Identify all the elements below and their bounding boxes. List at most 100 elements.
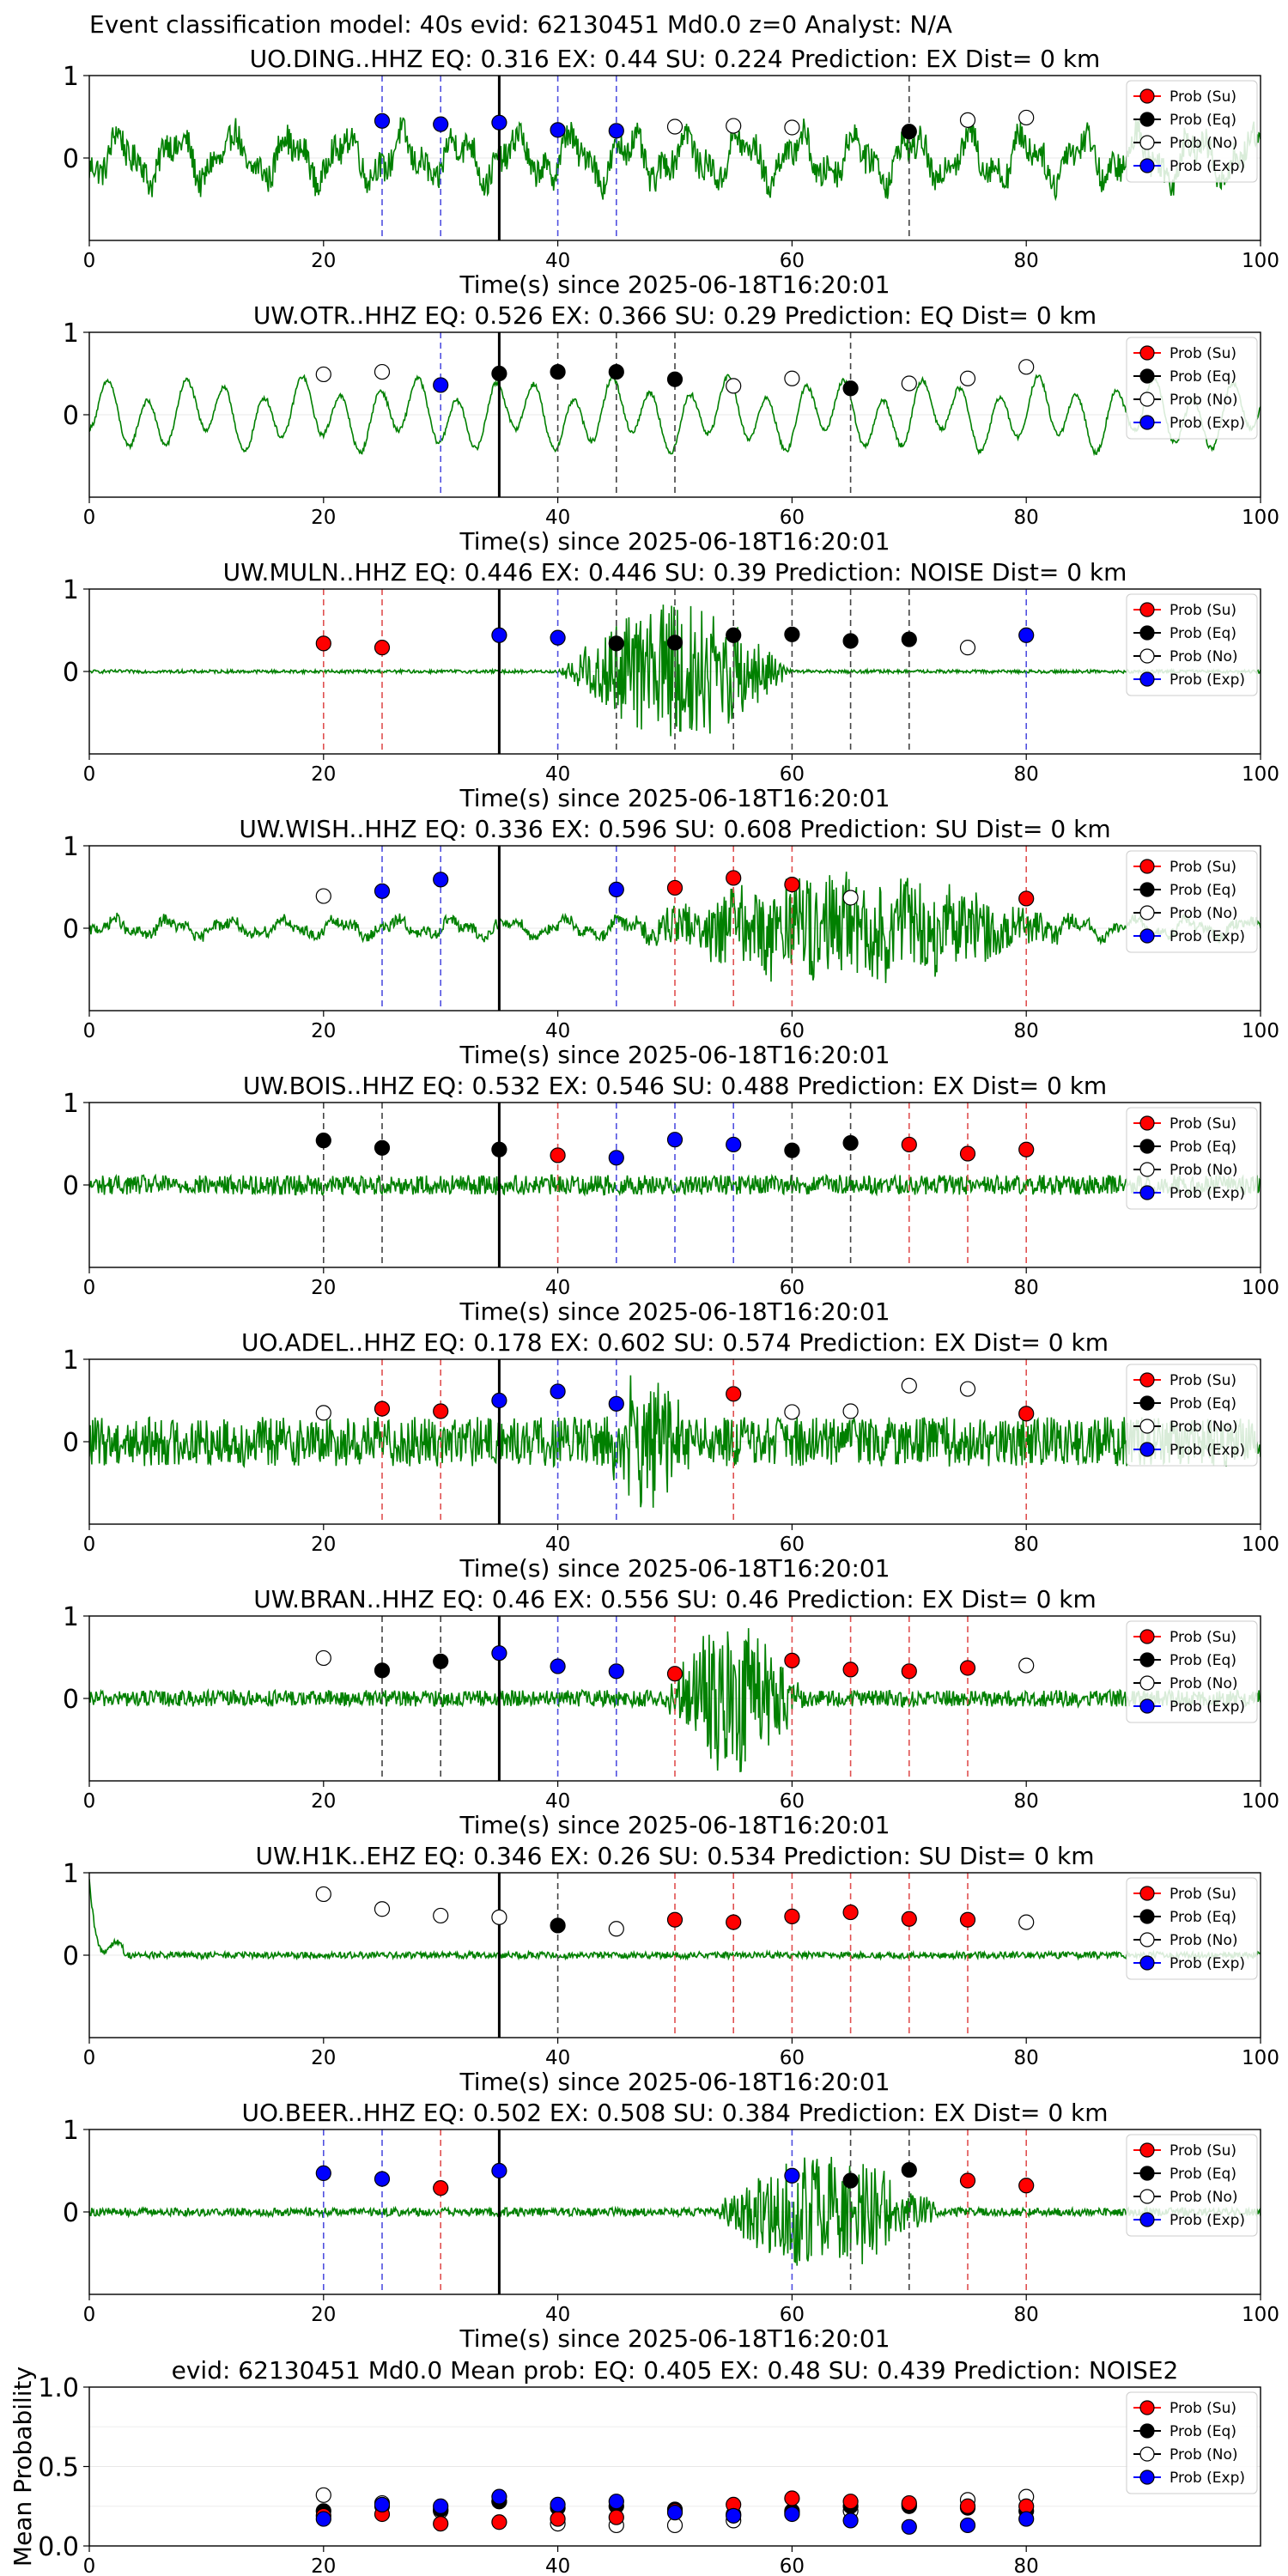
x-tick-label: 40: [545, 250, 570, 272]
point-no: [374, 1901, 391, 1917]
point-su: [842, 1662, 859, 1678]
x-tick-label: 60: [780, 1790, 805, 1813]
y-tick-label: 0: [63, 2198, 79, 2228]
x-tick-label: 100: [1242, 1277, 1279, 1299]
point-no: [959, 1381, 976, 1397]
panel-uw-bois--hhz: UW.BOIS..HHZ EQ: 0.532 EX: 0.546 SU: 0.4…: [63, 1072, 1279, 1326]
point-su: [1018, 1141, 1035, 1157]
legend-box: [1126, 1107, 1258, 1210]
panel-uo-beer--hhz: UO.BEER..HHZ EQ: 0.502 EX: 0.508 SU: 0.3…: [63, 2099, 1279, 2353]
legend: Prob (Su) Prob (Eq) Prob (No) Prob (Exp): [1126, 2134, 1258, 2237]
x-tick-label: 20: [311, 250, 336, 272]
point-eq: [726, 627, 742, 643]
x-tick-label: 100: [1242, 250, 1279, 272]
point-exp: [550, 1658, 566, 1674]
point-no: [315, 366, 331, 383]
legend-box: [1126, 2134, 1258, 2237]
point-exp: [666, 1132, 683, 1148]
y-tick-label: 0.5: [38, 2453, 79, 2483]
point-su: [901, 2494, 917, 2512]
point-no: [784, 1404, 800, 1420]
x-tick-label: 80: [1014, 2047, 1039, 2069]
legend-label-no: Prob (No): [1170, 905, 1238, 922]
point-exp: [608, 1395, 624, 1412]
x-tick-label: 40: [545, 2304, 570, 2326]
x-axis-label: Time(s) since 2025-06-18T16:20:01: [459, 1811, 890, 1839]
point-su: [726, 1914, 742, 1930]
x-tick-label: 20: [311, 2047, 336, 2069]
point-no: [315, 1886, 331, 1903]
point-exp: [842, 2512, 859, 2529]
panel-title: evid: 62130451 Md0.0 Mean prob: EQ: 0.40…: [172, 2356, 1179, 2385]
point-eq: [842, 1134, 859, 1151]
x-axis-label: Time(s) since 2025-06-18T16:20:01: [459, 2068, 890, 2096]
point-su: [433, 2180, 449, 2196]
y-tick-label: 0: [63, 1171, 79, 1201]
y-tick-label: 0.0: [38, 2532, 79, 2562]
legend-marker-eq: [1139, 2423, 1155, 2439]
x-tick-label: 0: [83, 1534, 96, 1556]
y-tick-label: 0: [63, 1685, 79, 1715]
x-tick-label: 100: [1242, 2047, 1279, 2069]
legend-marker-eq: [1139, 1395, 1155, 1411]
legend-marker-su: [1139, 1372, 1155, 1388]
legend-marker-su: [1139, 88, 1155, 104]
panel-uw-bran--hhz: UW.BRAN..HHZ EQ: 0.46 EX: 0.556 SU: 0.46…: [63, 1585, 1279, 1839]
x-tick-label: 20: [311, 507, 336, 529]
legend-box: [1126, 1620, 1258, 1723]
x-tick-label: 0: [83, 507, 96, 529]
legend-label-eq: Prob (Eq): [1170, 882, 1236, 899]
x-tick-label: 20: [311, 763, 336, 786]
legend-marker-eq: [1139, 882, 1155, 897]
legend: Prob (Su) Prob (Eq) Prob (No) Prob (Exp): [1126, 337, 1258, 440]
point-su: [959, 2172, 976, 2189]
x-tick-label: 100: [1242, 763, 1279, 786]
point-su: [842, 1904, 859, 1921]
point-su: [959, 1145, 976, 1162]
legend-box: [1126, 593, 1258, 696]
y-tick-label: 1.0: [38, 2373, 79, 2403]
legend-marker-eq: [1139, 1652, 1155, 1668]
point-exp: [433, 377, 449, 393]
legend-marker-su: [1139, 859, 1155, 874]
point-no: [666, 118, 683, 135]
y-tick-label: 0: [63, 401, 79, 431]
point-su: [842, 2494, 859, 2510]
point-eq: [315, 1133, 331, 1149]
legend-label-su: Prob (Su): [1170, 345, 1236, 362]
point-su: [959, 1911, 976, 1928]
x-axis-label: Time(s) since 2025-06-18T16:20:01: [459, 1041, 890, 1069]
point-exp: [491, 1645, 507, 1662]
x-tick-label: 0: [83, 2304, 96, 2326]
x-axis-label: Time(s) since 2025-06-18T16:20:01: [459, 784, 890, 812]
legend: Prob (Su) Prob (Eq) Prob (No) Prob (Exp): [1126, 1620, 1258, 1723]
y-tick-label: 1: [63, 575, 79, 605]
x-axis-label: Time(s) since 2025-06-18T16:20:01: [459, 2324, 890, 2353]
panel-title: UW.OTR..HHZ EQ: 0.526 EX: 0.366 SU: 0.29…: [253, 301, 1097, 330]
legend-label-eq: Prob (Eq): [1170, 2423, 1236, 2440]
y-tick-label: 0: [63, 1428, 79, 1458]
x-tick-label: 40: [545, 1020, 570, 1042]
point-su: [901, 1136, 917, 1153]
x-tick-label: 100: [1242, 2304, 1279, 2326]
legend-label-eq: Prob (Eq): [1170, 2166, 1236, 2183]
legend-marker-eq: [1139, 1139, 1155, 1154]
x-tick-label: 40: [545, 507, 570, 529]
point-exp: [315, 2511, 331, 2527]
x-tick-label: 80: [1014, 1277, 1039, 1299]
legend-label-no: Prob (No): [1170, 2189, 1238, 2206]
point-exp: [491, 627, 507, 643]
point-su: [666, 1911, 683, 1928]
point-eq: [608, 635, 624, 652]
point-eq: [901, 631, 917, 647]
point-exp: [784, 2167, 800, 2184]
panel-mean: evid: 62130451 Md0.0 Mean prob: EQ: 0.40…: [9, 2356, 1261, 2576]
x-tick-label: 80: [1014, 1534, 1039, 1556]
panel-title: UW.BRAN..HHZ EQ: 0.46 EX: 0.556 SU: 0.46…: [253, 1585, 1097, 1613]
legend-marker-exp: [1139, 671, 1155, 687]
x-tick-label: 0: [83, 1790, 96, 1813]
point-su: [784, 1652, 800, 1668]
point-su: [901, 1911, 917, 1927]
y-tick-label: 1: [63, 1346, 79, 1376]
x-tick-label: 0: [83, 2047, 96, 2069]
